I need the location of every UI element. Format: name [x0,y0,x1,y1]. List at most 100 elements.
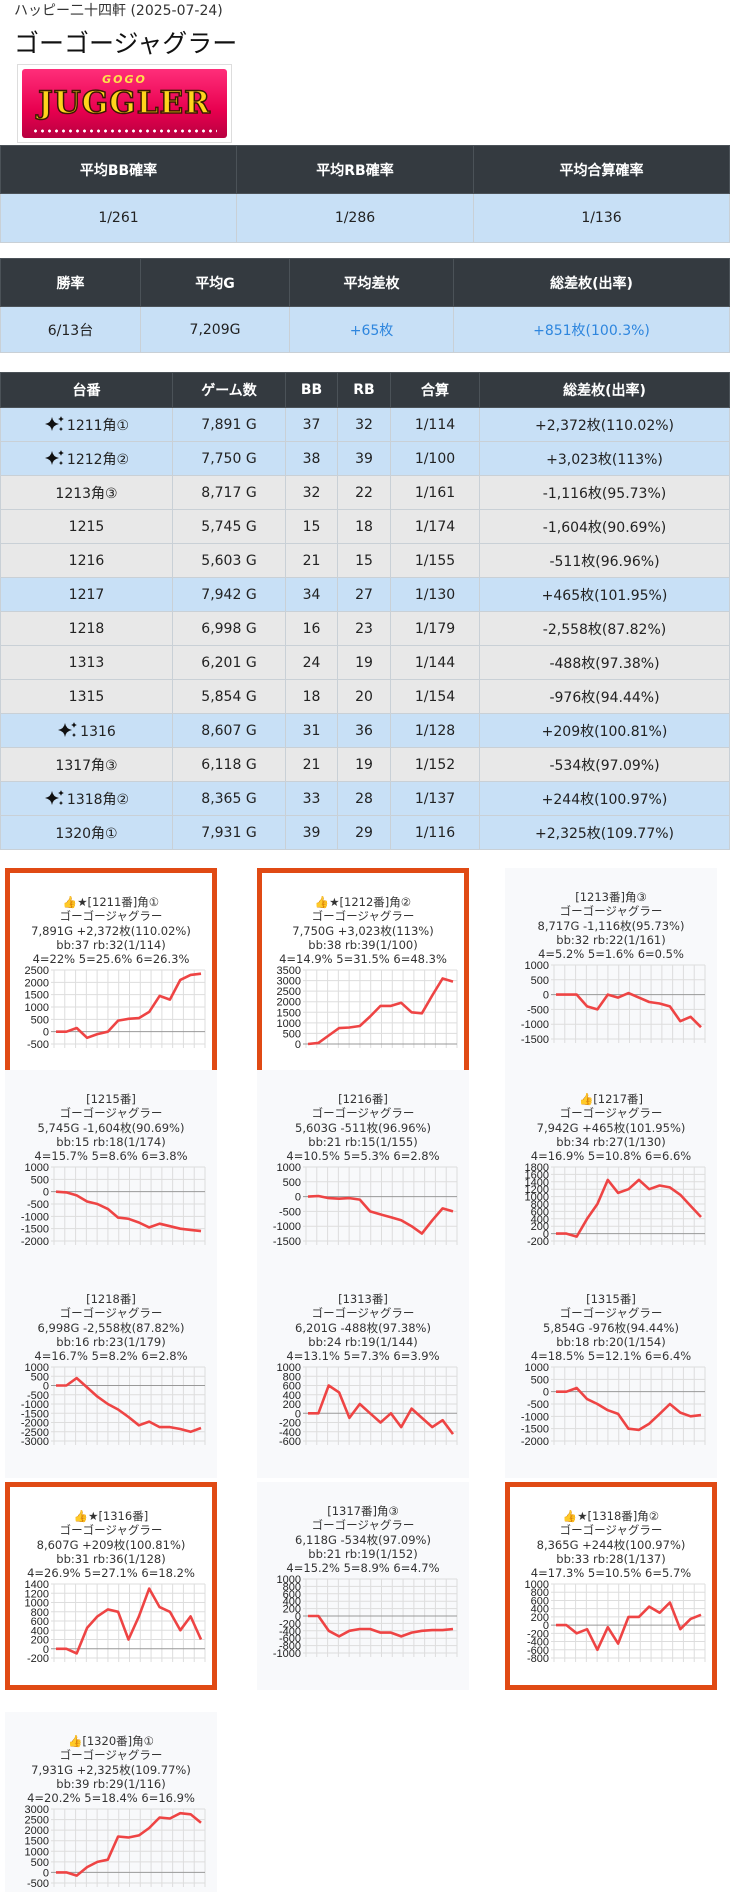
table-row[interactable]: 1213角③ 8,717 G 32 22 1/161 -1,116枚(95.73%) [0,475,730,510]
logo-main-text: JUGGLER [37,84,211,122]
machine-card[interactable]: 👍★[1318番]角② ゴーゴージャグラー 8,365G +244枚(100.97%… [505,1482,717,1690]
card-info: 👍[1217番] ゴーゴージャグラー 7,942G +465枚(101.95%) bb… [505,1092,717,1163]
machine-number[interactable]: 1317角③ [0,747,173,782]
table-row[interactable]: 1216 5,603 G 21 15 1/155 -511枚(96.96%) [0,543,730,578]
machine-number[interactable]: 1313 [0,645,173,680]
card-bbrb: bb:31 rb:36(1/128) [56,1551,166,1566]
table-row[interactable]: 1212角② 7,750 G 38 39 1/100 +3,023枚(113%) [0,441,730,476]
table-row[interactable]: 1320角① 7,931 G 39 29 1/116 +2,325枚(109.77%) [0,815,730,850]
avg-rb-value: 1/286 [236,193,474,243]
machine-total-diff: -976枚(94.44%) [479,679,730,714]
table-row[interactable]: 1218 6,998 G 16 23 1/179 -2,558枚(87.82%) [0,611,730,646]
y-tick-label: 1000 [524,1192,548,1204]
machine-number-text: 1315 [68,688,105,705]
machine-number[interactable]: 1215 [0,509,173,544]
y-tick-label: 400 [282,1597,300,1609]
machine-games: 8,365 G [172,781,286,816]
y-tick-label: 1500 [24,990,48,1002]
machine-bb-text: 21 [302,552,321,569]
result-summary-table: 勝率 平均G 平均差枚 総差枚(出率) 6/13台 7,209G +65枚 +8… [0,258,730,353]
y-tick-label: 2000 [24,978,48,990]
y-tick-label: 2500 [24,1815,48,1827]
table-row[interactable]: 1317角③ 6,118 G 21 19 1/152 -534枚(97.09%) [0,747,730,782]
machine-bb: 37 [285,407,338,442]
card-title: [1317番]角③ [327,1504,399,1518]
machine-card[interactable]: [1213番]角③ ゴーゴージャグラー 8,717G -1,116枚(95.73%)… [505,868,717,1076]
machine-number[interactable]: 1320角① [0,815,173,850]
table-row[interactable]: 1316 8,607 G 31 36 1/128 +209枚(100.81%) [0,713,730,748]
machine-number[interactable]: 1212角② [0,441,173,476]
table-row[interactable]: 1318角② 8,365 G 33 28 1/137 +244枚(100.97%) [0,781,730,816]
card-stats: 7,750G +3,023枚(113%) [292,923,434,938]
machine-number[interactable]: 1213角③ [0,475,173,510]
y-tick-label: 0 [542,990,548,1002]
col-total-prob: 合算 [390,372,480,408]
card-stats: 6,998G -2,558枚(87.82%) [37,1320,185,1335]
machine-total-prob-text: 1/179 [414,620,456,637]
logo-lights [32,129,217,133]
header-avg-games: 平均G [140,258,290,307]
machine-total-diff-text: +209枚(100.81%) [541,723,668,740]
machine-card[interactable]: 👍[1217番] ゴーゴージャグラー 7,942G +465枚(101.95%) bb… [505,1070,717,1278]
machine-bb-text: 34 [302,586,321,603]
card-title: [1313番] [338,1292,388,1306]
card-stats: 7,942G +465枚(101.95%) [536,1120,686,1135]
machine-games-text: 5,603 G [201,552,257,569]
table-row[interactable]: 1315 5,854 G 18 20 1/154 -976枚(94.44%) [0,679,730,714]
machine-card[interactable]: [1317番]角③ ゴーゴージャグラー 6,118G -534枚(97.09%) bb… [257,1482,469,1690]
machine-card[interactable]: 👍★[1212番]角② ゴーゴージャグラー 7,750G +3,023枚(113%)… [257,868,469,1076]
machine-games: 7,942 G [172,577,286,612]
machine-card[interactable]: [1216番] ゴーゴージャグラー 5,603G -511枚(96.96%) bb:2… [257,1070,469,1278]
card-info: 👍★[1211番]角① ゴーゴージャグラー 7,891G +2,372枚(110.0… [10,895,212,966]
machine-games-text: 8,607 G [201,722,257,739]
machine-bb: 39 [285,815,338,850]
machine-number[interactable]: 1211角① [0,407,173,442]
machine-number-text: 1217 [68,586,105,603]
machine-number[interactable]: 1318角② [0,781,173,816]
machine-card[interactable]: 👍[1320番]角① ゴーゴージャグラー 7,931G +2,325枚(109.77… [5,1712,217,1892]
machine-total-diff-text: -976枚(94.44%) [549,689,660,706]
machine-games-text: 6,998 G [201,620,257,637]
y-tick-label: 400 [530,1214,548,1226]
card-name: ゴーゴージャグラー [559,1523,663,1538]
card-bbrb: bb:38 rb:39(1/100) [308,937,418,952]
machine-number[interactable]: 1217 [0,577,173,612]
table-row[interactable]: 1217 7,942 G 34 27 1/130 +465枚(101.95%) [0,577,730,612]
machine-number[interactable]: 1218 [0,611,173,646]
series-line [55,972,201,1040]
machine-card[interactable]: [1313番] ゴーゴージャグラー 6,201G -488枚(97.38%) bb:2… [257,1270,469,1478]
machine-bb: 21 [285,543,338,578]
table-row[interactable]: 1313 6,201 G 24 19 1/144 -488枚(97.38%) [0,645,730,680]
card-title: 👍★[1212番]角② [314,895,412,909]
machine-total-prob-text: 1/137 [414,790,456,807]
machine-total-prob: 1/144 [390,645,480,680]
card-dist: 4=18.5% 5=12.1% 6=6.4% [530,1349,692,1364]
machine-card[interactable]: 👍★[1316番] ゴーゴージャグラー 8,607G +209枚(100.81%) b… [5,1482,217,1690]
machine-number[interactable]: 1216 [0,543,173,578]
machine-games: 5,603 G [172,543,286,578]
machine-card[interactable]: [1315番] ゴーゴージャグラー 5,854G -976枚(94.44%) bb:1… [505,1270,717,1478]
card-info: [1218番] ゴーゴージャグラー 6,998G -2,558枚(87.82%) bb… [5,1292,217,1363]
avg-diff-value: +65枚 [289,306,454,353]
machine-number[interactable]: 1316 [0,713,173,748]
y-tick-label: 0 [294,1611,300,1623]
machine-card[interactable]: 👍★[1211番]角① ゴーゴージャグラー 7,891G +2,372枚(110.0… [5,868,217,1076]
y-tick-label: -2500 [20,1427,48,1439]
card-bbrb: bb:15 rb:18(1/174) [56,1134,166,1149]
table-row[interactable]: 1215 5,745 G 15 18 1/174 -1,604枚(90.69%) [0,509,730,544]
machine-card[interactable]: [1215番] ゴーゴージャグラー 5,745G -1,604枚(90.69%) bb… [5,1070,217,1278]
y-tick-label: 1000 [524,1363,548,1374]
machine-bb-text: 37 [302,416,321,433]
machine-games-text: 7,891 G [201,416,257,433]
table-row[interactable]: 1211角① 7,891 G 37 32 1/114 +2,372枚(110.02%) [0,407,730,442]
machine-bb: 38 [285,441,338,476]
y-tick-label: -200 [278,1619,300,1631]
machine-card[interactable]: [1218番] ゴーゴージャグラー 6,998G -2,558枚(87.82%) bb… [5,1270,217,1478]
machine-total-diff-text: +465枚(101.95%) [541,587,668,604]
machine-number[interactable]: 1315 [0,679,173,714]
machine-bb: 18 [285,679,338,714]
col-games: ゲーム数 [172,372,286,408]
